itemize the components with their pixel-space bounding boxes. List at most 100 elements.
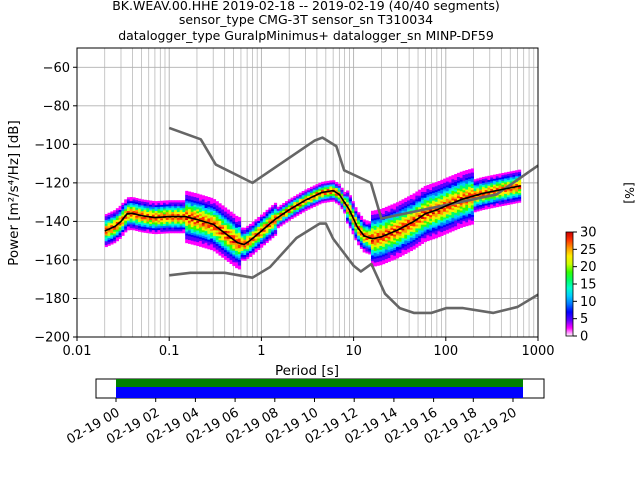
heatmap-cell [190, 232, 194, 235]
heatmap-cell [118, 234, 122, 237]
heatmap-cell [176, 211, 181, 214]
heatmap-cell [448, 199, 452, 202]
heatmap-cell [418, 203, 422, 206]
heatmap-cell [354, 214, 358, 218]
heatmap-cell [490, 177, 494, 180]
heatmap-cell [229, 227, 233, 230]
heatmap-cell [113, 219, 117, 223]
heatmap-cell [412, 202, 416, 206]
heatmap-cell [199, 206, 203, 209]
heatmap-cell [429, 232, 433, 235]
heatmap-cell [479, 181, 483, 184]
heatmap-cell [149, 217, 153, 221]
heatmap-cell [407, 227, 411, 230]
heatmap-cell [290, 209, 294, 212]
heatmap-cell [298, 192, 303, 195]
heatmap-cell [271, 224, 275, 227]
heatmap-cell [265, 240, 269, 243]
heatmap-cell [376, 234, 380, 237]
heatmap-cell [481, 198, 486, 201]
heatmap-cell [138, 217, 142, 221]
heatmap-cell [226, 257, 230, 260]
heatmap-cell [218, 241, 222, 245]
heatmap-cell [346, 203, 350, 207]
heatmap-cell [254, 238, 258, 241]
heatmap-cell [423, 197, 427, 200]
heatmap-cell [265, 219, 269, 222]
heatmap-cell [232, 236, 236, 240]
heatmap-cell [265, 236, 269, 240]
heatmap-cell [276, 222, 280, 225]
heatmap-cell [307, 207, 311, 210]
heatmap-cell [201, 229, 205, 233]
heatmap-cell [445, 189, 450, 192]
heatmap-cell [226, 211, 230, 214]
heatmap-cell [235, 235, 239, 238]
heatmap-cell [107, 220, 111, 223]
heatmap-cell [279, 222, 283, 225]
heatmap-cell [445, 227, 450, 230]
heatmap-cell [493, 195, 497, 199]
heatmap-cell [420, 228, 425, 231]
heatmap-cell [448, 195, 452, 198]
heatmap-cell [357, 229, 361, 232]
heatmap-cell [287, 206, 291, 210]
heatmap-cell [251, 246, 255, 249]
y-tick-label: −200 [34, 331, 70, 346]
heatmap-cell [165, 227, 169, 230]
heatmap-cell [318, 198, 322, 201]
heatmap-cell [318, 182, 322, 186]
heatmap-cell [451, 205, 455, 209]
heatmap-cell [235, 256, 239, 259]
heatmap-cell [440, 185, 444, 188]
heatmap-cell [271, 218, 275, 221]
heatmap-cell [149, 212, 153, 215]
heatmap-cell [287, 214, 291, 217]
heatmap-cell [376, 232, 380, 235]
heatmap-cell [440, 222, 444, 225]
heatmap-cell [454, 199, 458, 202]
heatmap-cell [487, 183, 491, 186]
heatmap-cell [298, 204, 303, 207]
heatmap-cell [484, 178, 488, 181]
heatmap-cell [248, 241, 253, 244]
heatmap-cell [149, 208, 153, 211]
heatmap-cell [493, 201, 497, 204]
heatmap-cell [160, 229, 164, 232]
heatmap-cell [187, 233, 192, 237]
heatmap-cell [473, 200, 477, 203]
heatmap-cell [448, 180, 452, 183]
heatmap-cell [409, 206, 413, 209]
heatmap-cell [138, 229, 142, 232]
heatmap-cell [268, 230, 272, 233]
heatmap-cell [501, 182, 505, 185]
heatmap-cell [221, 247, 225, 250]
heatmap-cell [201, 195, 205, 198]
heatmap-cell [395, 240, 400, 243]
heatmap-cell [154, 203, 158, 206]
heatmap-cell [257, 226, 261, 229]
heatmap-cell [304, 193, 308, 196]
heatmap-cell [226, 253, 230, 257]
heatmap-cell [160, 200, 164, 203]
heatmap-cell [282, 214, 286, 217]
heatmap-cell [323, 194, 328, 198]
heatmap-cell [232, 217, 236, 220]
heatmap-cell [418, 191, 422, 194]
heatmap-cell [346, 192, 350, 195]
heatmap-cell [165, 225, 169, 228]
heatmap-cell [268, 232, 272, 235]
heatmap-cell [282, 210, 286, 213]
heatmap-cell [481, 201, 486, 205]
heatmap-cell [212, 237, 217, 240]
heatmap-cell [512, 174, 516, 177]
heatmap-cell [382, 229, 386, 232]
heatmap-cell [315, 203, 319, 206]
heatmap-cell [229, 250, 233, 253]
heatmap-cell [113, 221, 117, 224]
heatmap-cell [470, 193, 475, 196]
heatmap-cell [398, 200, 402, 204]
heatmap-cell [429, 230, 433, 233]
heatmap-cell [423, 216, 427, 219]
colorbar-tick-label: 5 [580, 312, 588, 327]
